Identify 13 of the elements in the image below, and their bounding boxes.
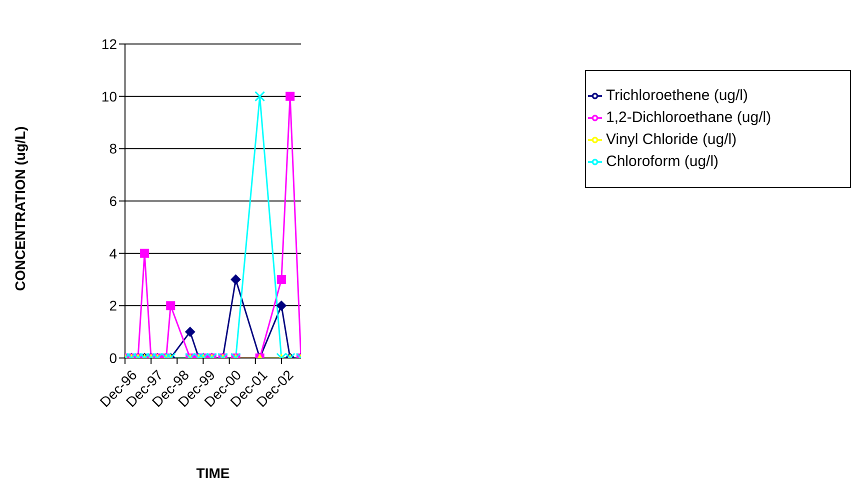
legend-label: Chloroform (ug/l) — [606, 153, 719, 170]
y-tick-label: 2 — [109, 298, 118, 314]
y-tick-label: 10 — [101, 88, 118, 104]
legend-label: 1,2-Dichloroethane (ug/l) — [606, 109, 772, 126]
y-tick-label: 0 — [109, 350, 118, 366]
y-tick-label: 4 — [109, 245, 118, 262]
legend-label: Trichloroethene (ug/l) — [606, 87, 748, 104]
legend-label: Vinyl Chloride (ug/l) — [606, 131, 737, 148]
x-axis-title: TIME — [196, 465, 230, 481]
y-tick-label: 6 — [109, 192, 118, 209]
y-tick-label: 12 — [101, 36, 118, 52]
y-tick-label: 8 — [109, 140, 118, 157]
y-axis-title: CONCENTRATION (ug/L) — [12, 126, 28, 291]
